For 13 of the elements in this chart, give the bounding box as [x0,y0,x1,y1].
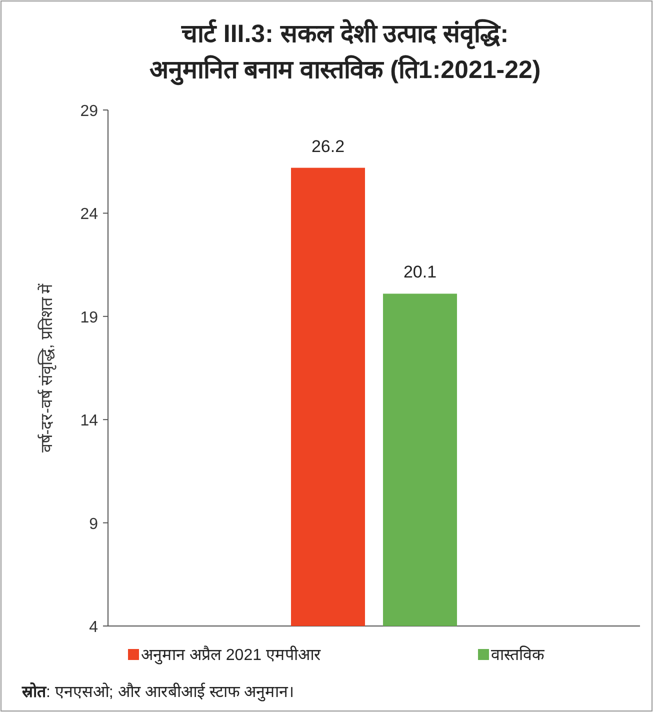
text: स्रोत: एनएसओ; और आरबीआई स्टाफ अनुमान। [21,682,294,702]
y-axis-title: वर्ष-दर-वर्ष संवृद्धि, प्रतिशत में [37,283,57,453]
y-tick-label: 4 [89,619,98,636]
y-tick-label: 29 [80,103,98,120]
y-tick-label: 14 [80,412,98,430]
y-tick-label: 9 [89,516,98,533]
y-tick-label: 24 [80,206,98,224]
y-tick-label: 19 [80,309,98,326]
chart-title: चार्ट III.3: सकल देशी उत्पाद संवृद्धि: अनुमानित बनाम वास्तविक (ति1:2021-22) [149,19,541,86]
data-label: 26.2 [311,136,345,156]
data-label: 20.1 [403,262,437,282]
legend-label: वास्तविक [491,645,545,664]
legend-label: अनुमान अप्रैल 2021 एमपीआर [141,645,321,665]
